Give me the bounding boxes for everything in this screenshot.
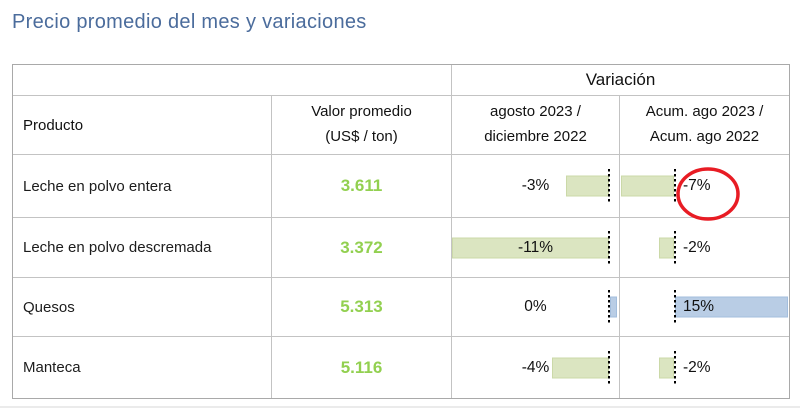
header-variation-monthly: agosto 2023 / diciembre 2022 xyxy=(452,96,620,154)
variation-value: -7% xyxy=(683,177,711,194)
avg-value: 3.611 xyxy=(340,176,383,195)
table-row: Leche en polvo entera 3.611 -3% -7% xyxy=(13,155,789,221)
data-bar xyxy=(610,296,617,318)
header-variacion: Variación xyxy=(585,70,656,89)
data-bar xyxy=(566,175,609,197)
variation-value: -4% xyxy=(521,358,550,376)
header-row-columns: Producto Valor promedio (US$ / ton) agos… xyxy=(13,96,789,155)
axis-line xyxy=(674,169,676,203)
header-producto: Producto xyxy=(13,96,272,154)
header-variation-accum-label: Acum. ago 2023 / Acum. ago 2022 xyxy=(645,103,764,145)
product-name: Quesos xyxy=(23,298,75,316)
header-variation-monthly-label: agosto 2023 / diciembre 2022 xyxy=(484,103,587,145)
variation-accum-cell: -2% xyxy=(620,218,789,277)
variation-monthly-cell: -4% xyxy=(452,337,620,398)
variation-value: 0% xyxy=(524,298,547,315)
page-title: Precio promedio del mes y variaciones xyxy=(12,11,367,33)
header-row-group: Variación xyxy=(13,65,789,96)
variation-value: 15% xyxy=(683,298,715,315)
price-variation-table: Variación Producto Valor promedio (US$ /… xyxy=(12,64,790,399)
variation-monthly-cell: -11% xyxy=(452,218,620,277)
data-bar xyxy=(621,175,674,197)
data-bar xyxy=(552,357,609,378)
avg-value: 5.116 xyxy=(340,357,383,377)
data-bar xyxy=(659,357,674,378)
product-name: Leche en polvo entera xyxy=(23,177,172,195)
data-bar xyxy=(659,237,674,258)
axis-line xyxy=(674,290,676,324)
axis-line xyxy=(608,169,610,203)
variation-value: -11% xyxy=(517,238,554,256)
avg-value: 3.372 xyxy=(340,237,383,257)
product-name: Leche en polvo descremada xyxy=(23,239,212,256)
variation-accum-cell: -7% xyxy=(620,155,789,221)
table-row: Leche en polvo descremada 3.372 -11% -2% xyxy=(13,218,789,278)
variation-value: -2% xyxy=(683,358,711,376)
variation-monthly-cell: 0% xyxy=(452,278,620,336)
variation-accum-cell: -2% xyxy=(620,337,789,398)
axis-line xyxy=(674,230,676,265)
header-valor-promedio-label: Valor promedio (US$ / ton) xyxy=(311,103,412,145)
axis-line xyxy=(608,350,610,385)
table-row: Manteca 5.116 -4% -2% xyxy=(13,337,789,398)
header-variation-accum: Acum. ago 2023 / Acum. ago 2022 xyxy=(620,96,789,154)
axis-line xyxy=(608,230,610,265)
variation-value: -2% xyxy=(683,238,711,256)
axis-line xyxy=(608,290,610,324)
table-row: Quesos 5.313 0% 15% xyxy=(13,278,789,337)
page-bottom-divider xyxy=(0,406,800,408)
axis-line xyxy=(674,350,676,385)
variation-monthly-cell: -3% xyxy=(452,155,620,217)
variation-accum-cell: 15% xyxy=(620,278,789,336)
product-name: Manteca xyxy=(23,359,81,376)
header-valor-promedio: Valor promedio (US$ / ton) xyxy=(272,96,452,154)
header-empty-cell xyxy=(13,65,452,95)
variation-value: -3% xyxy=(521,177,550,194)
avg-value: 5.313 xyxy=(340,297,383,316)
